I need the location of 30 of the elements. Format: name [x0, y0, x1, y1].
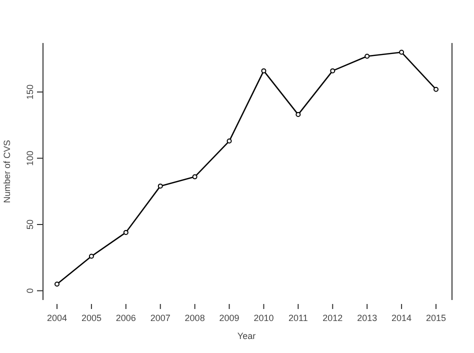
point [261, 68, 266, 74]
x-tick-label: 2014 [392, 313, 412, 323]
point [226, 138, 232, 144]
point [192, 174, 198, 180]
y-tick-label: 100 [25, 150, 35, 166]
x-tick-label: 2011 [288, 313, 308, 323]
y-tick-label: 0 [25, 288, 35, 294]
y-axis-title: Number of CVS [2, 140, 12, 204]
point [88, 254, 94, 259]
y-tick-label: 50 [25, 219, 35, 230]
x-tick-label: 2009 [219, 313, 240, 323]
x-tick-label: 2013 [357, 313, 378, 323]
x-tick-label: 2008 [184, 313, 205, 323]
point [434, 86, 438, 92]
x-tick-label: 2004 [46, 313, 68, 323]
x-tick-label: 2007 [150, 313, 170, 323]
point [364, 54, 370, 59]
x-tick-label: 2006 [116, 313, 136, 323]
point [158, 184, 163, 189]
point [330, 68, 336, 74]
point [296, 112, 301, 118]
x-tick-label: 2010 [254, 313, 274, 323]
point [54, 282, 60, 287]
point [123, 230, 128, 235]
x-tick-label: 2015 [426, 313, 446, 323]
point [399, 50, 404, 55]
x-tick-label: 2005 [81, 313, 102, 323]
y-tick-label: 150 [25, 84, 35, 100]
x-tick-label: 2012 [322, 313, 343, 323]
x-axis-title: Year [237, 331, 256, 341]
